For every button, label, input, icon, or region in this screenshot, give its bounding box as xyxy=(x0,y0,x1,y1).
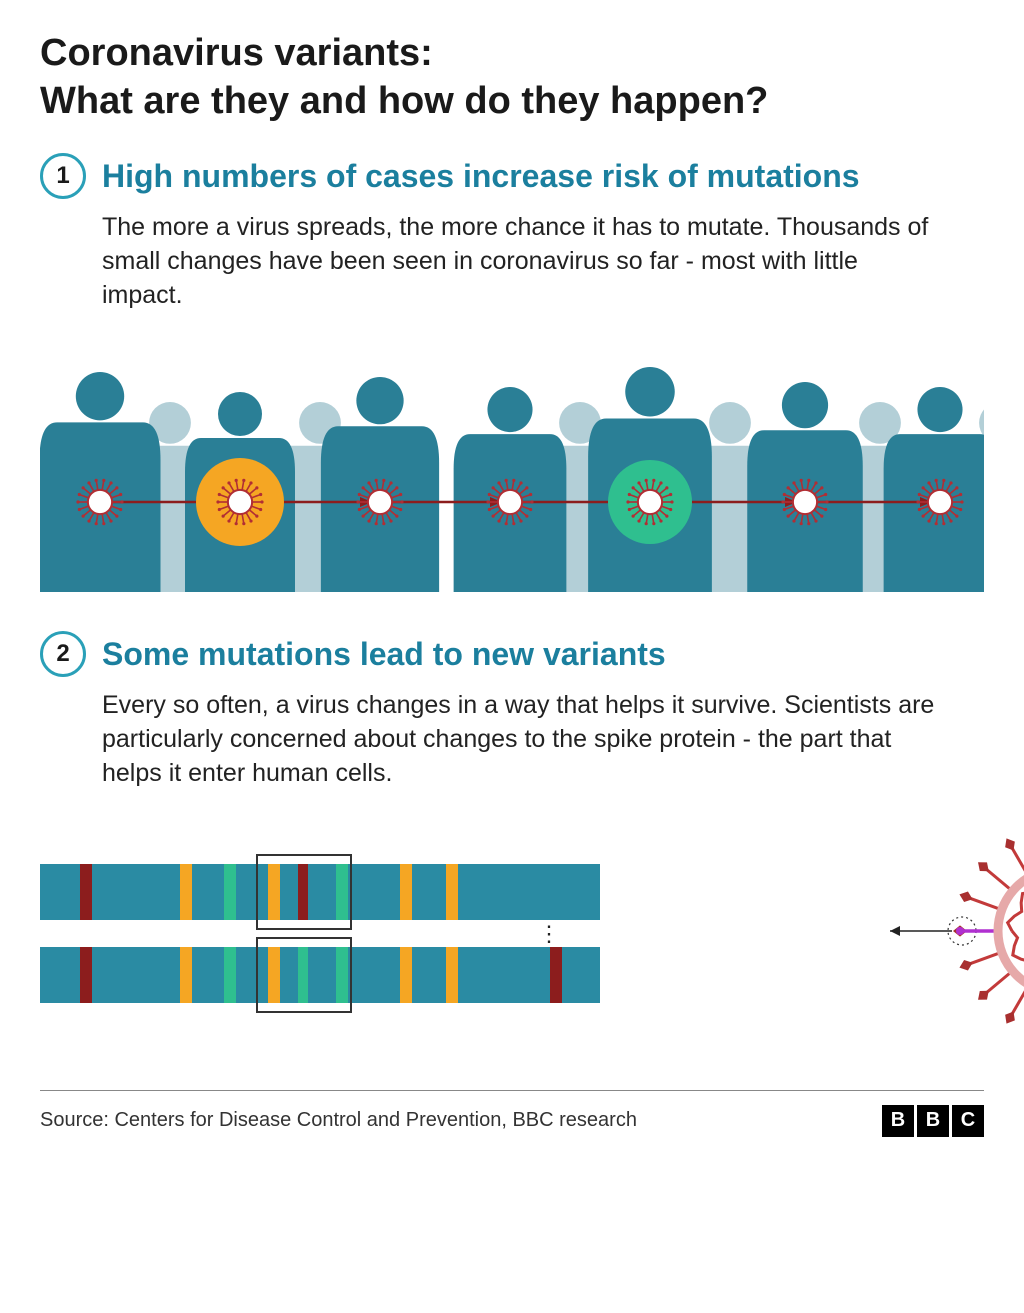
virus-detail-diagram xyxy=(890,811,1024,1056)
footer: Source: Centers for Disease Control and … xyxy=(40,1090,984,1157)
genome-bars: ⋮ xyxy=(40,864,830,1003)
genome-diagram: ⋮ xyxy=(40,811,984,1056)
section-1-header: 1 High numbers of cases increase risk of… xyxy=(40,153,984,199)
infographic-page: Coronavirus variants: What are they and … xyxy=(0,0,1024,1167)
genome-bar-after xyxy=(40,947,600,1003)
section-2-body: Every so often, a virus changes in a way… xyxy=(102,689,942,790)
bbc-logo-b1: B xyxy=(882,1105,914,1137)
ellipsis-icon: ⋮ xyxy=(270,928,830,939)
bbc-logo-c: C xyxy=(952,1105,984,1137)
section-2-header: 2 Some mutations lead to new variants xyxy=(40,631,984,677)
people-spread-diagram xyxy=(40,332,984,597)
step-number-2: 2 xyxy=(40,631,86,677)
section-2-title: Some mutations lead to new variants xyxy=(102,636,666,673)
step-number-1: 1 xyxy=(40,153,86,199)
section-1-title: High numbers of cases increase risk of m… xyxy=(102,158,860,195)
genome-bar-before xyxy=(40,864,600,920)
title-line-2: What are they and how do they happen? xyxy=(40,80,768,122)
section-1-body: The more a virus spreads, the more chanc… xyxy=(102,211,942,312)
title-line-1: Coronavirus variants: xyxy=(40,32,433,74)
source-text: Source: Centers for Disease Control and … xyxy=(40,1109,637,1132)
page-title: Coronavirus variants: What are they and … xyxy=(40,30,984,125)
bbc-logo-b2: B xyxy=(917,1105,949,1137)
bbc-logo: B B C xyxy=(882,1105,984,1137)
